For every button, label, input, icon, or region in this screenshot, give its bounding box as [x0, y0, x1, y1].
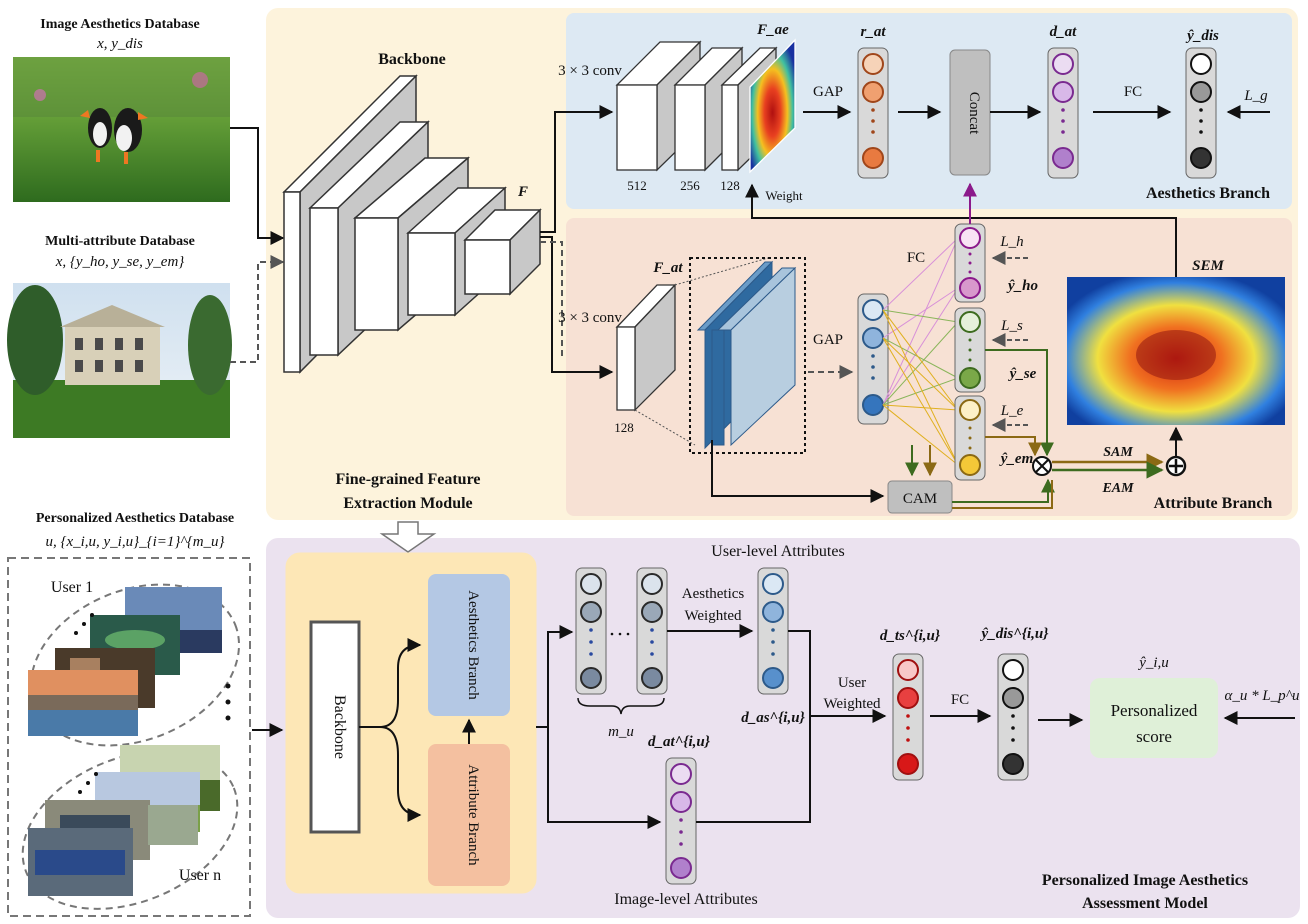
mu-label: m_u [608, 724, 634, 740]
das-label: d_as^{i,u} [741, 710, 805, 726]
user-weighted-label-1: User [838, 675, 866, 691]
dat-iu-label: d_at^{i,u} [648, 734, 711, 750]
lg-label: L_g [1243, 88, 1268, 104]
ls-label: L_s [1000, 318, 1023, 334]
personalized-score-box [1090, 678, 1218, 758]
att-conv-label-1: 3 × 3 conv [558, 310, 622, 326]
sam-label: SAM [1103, 445, 1133, 460]
multi-attribute-db-vars: x, {y_ho, y_se, y_em} [55, 254, 185, 270]
usern-group [21, 750, 239, 910]
rat-label: r_at [860, 24, 886, 40]
sem-label: SEM [1192, 258, 1224, 274]
user-weighted-label-2: Weighted [823, 696, 881, 712]
aes-conv-blocks [615, 38, 796, 174]
backbone-network [282, 74, 542, 374]
multi-attribute-db-title: Multi-attribute Database [45, 234, 195, 249]
image-level-label: Image-level Attributes [614, 891, 758, 908]
das-vector [757, 567, 789, 695]
aes-channel-256: 256 [680, 178, 700, 193]
p-backbone-block [309, 620, 361, 834]
add-op [1165, 455, 1187, 477]
feature-module-title-2: Extraction Module [343, 495, 472, 512]
aes-conv-label: 3 × 3 conv [558, 63, 622, 79]
fat-label: F_at [652, 260, 683, 276]
feature-module-title-1: Fine-grained Feature [335, 471, 480, 488]
p-att-branch-label: Attribute Branch [465, 764, 481, 866]
user-level-vectors [575, 567, 668, 715]
att-fc-label: FC [907, 250, 925, 266]
usern-photos [28, 745, 220, 896]
dat-vector [1047, 47, 1079, 179]
p-fc-label: FC [951, 692, 969, 708]
aesthetics-branch-title: Aesthetics Branch [1146, 185, 1270, 202]
house-photo [7, 283, 232, 438]
personalized-model-title-1: Personalized Image Aesthetics [1042, 872, 1248, 889]
fat-feature-maps [689, 257, 806, 454]
weight-label: Weight [765, 188, 803, 203]
concat-label: Concat [966, 92, 982, 135]
score-label-1: Personalized [1111, 701, 1198, 720]
lp-label: α_u * L_p^u [1224, 688, 1299, 704]
aes-channel-512: 512 [627, 178, 647, 193]
ho-vector [954, 223, 986, 303]
p-att-branch-block [428, 744, 510, 886]
puffin-photo [13, 57, 230, 202]
att-gap-label: GAP [813, 332, 843, 348]
user1-photos [28, 587, 222, 736]
module-transfer-arrow [379, 521, 437, 553]
ydis-label: ŷ_dis [1185, 28, 1219, 44]
personalized-db-title: Personalized Aesthetics Database [36, 511, 234, 526]
yem-label: ŷ_em [999, 451, 1033, 467]
aes-channel-128: 128 [720, 178, 740, 193]
lh-label: L_h [999, 234, 1023, 250]
yiu-label: ŷ_i,u [1137, 655, 1169, 671]
personalized-db-vars: u, {x_i,u, y_i,u}_{i=1}^{m_u} [45, 534, 224, 550]
aes-weighted-label-2: Weighted [684, 608, 742, 624]
aes-weighted-label-1: Aesthetics [682, 586, 745, 602]
aes-gap-label: GAP [813, 84, 843, 100]
eam-label: EAM [1101, 481, 1134, 496]
yse-label: ŷ_se [1008, 366, 1037, 382]
user1-label: User 1 [51, 579, 93, 596]
att-channel-128: 128 [614, 420, 634, 435]
feature-f-label: F [517, 184, 528, 200]
image-aesthetics-db-vars: x, y_dis [96, 36, 143, 52]
fc-connections [882, 237, 959, 466]
ellipsis-dots [74, 613, 231, 794]
rat-vector [857, 47, 889, 179]
users-box [7, 557, 251, 917]
p-aes-branch-block [428, 574, 510, 716]
cam-block [887, 480, 953, 514]
p-aes-branch-label: Aesthetics Branch [465, 590, 481, 700]
ydis-vector [1185, 47, 1217, 179]
dat-label: d_at [1050, 24, 1078, 40]
att-conv-block [615, 283, 677, 412]
le-label: L_e [1000, 403, 1024, 419]
att-gap-vector [857, 293, 889, 425]
dat-iu-vector [665, 757, 697, 885]
backbone-label: Backbone [378, 51, 446, 68]
dts-label: d_ts^{i,u} [880, 628, 941, 644]
attribute-branch-title: Attribute Branch [1154, 495, 1273, 512]
cam-label: CAM [903, 491, 937, 507]
aes-fc-label: FC [1124, 84, 1142, 100]
p-ydis-vector [997, 653, 1029, 781]
p-backbone-label: Backbone [331, 695, 348, 759]
fae-label: F_ae [756, 22, 789, 38]
dts-vector [892, 653, 924, 781]
se-vector [954, 307, 986, 393]
p-ydis-label: ŷ_dis^{i,u} [980, 626, 1050, 642]
sem-heatmap [1067, 277, 1285, 425]
user-level-label: User-level Attributes [711, 543, 844, 560]
score-label-2: score [1136, 727, 1172, 746]
image-aesthetics-db-title: Image Aesthetics Database [40, 17, 199, 32]
usern-label: User n [179, 867, 221, 884]
personalized-model-title-2: Assessment Model [1082, 895, 1208, 912]
multiply-op [1032, 456, 1052, 476]
em-vector [954, 395, 986, 481]
yho-label: ŷ_ho [1006, 278, 1038, 294]
